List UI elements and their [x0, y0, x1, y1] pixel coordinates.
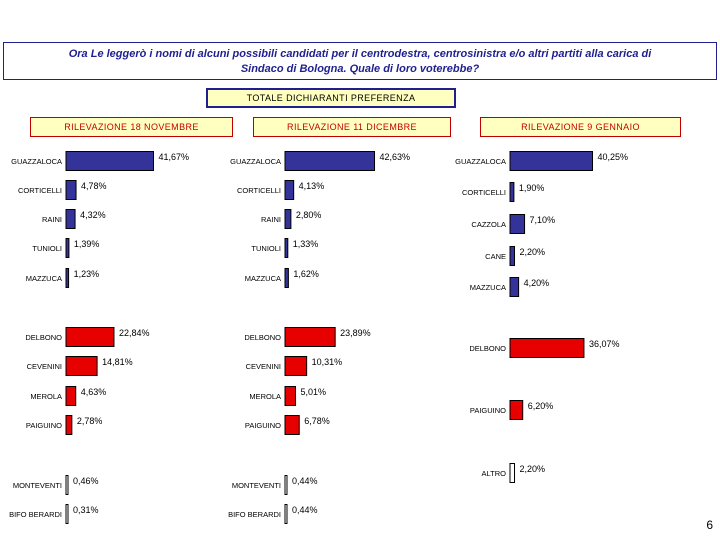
bar: [65, 356, 98, 376]
value-label: 1,62%: [293, 269, 319, 279]
candidate-label: MAZZUCA: [470, 283, 506, 292]
value-label: 0,46%: [73, 476, 99, 486]
value-label: 36,07%: [589, 339, 620, 349]
bar: [284, 209, 292, 229]
value-label: 4,63%: [81, 387, 107, 397]
value-label: 1,23%: [74, 269, 100, 279]
value-label: 7,10%: [530, 215, 556, 225]
bar: [284, 327, 336, 347]
bar: [284, 475, 288, 495]
candidate-label: PAIGUINO: [470, 406, 506, 415]
bar: [65, 327, 115, 347]
candidate-label: PAIGUINO: [26, 421, 62, 430]
candidate-label: GUAZZALOCA: [230, 157, 281, 166]
value-label: 6,20%: [528, 401, 554, 411]
bar: [65, 415, 73, 435]
value-label: 40,25%: [598, 152, 629, 162]
bar: [65, 180, 77, 200]
value-label: 42,63%: [380, 152, 411, 162]
value-label: 0,44%: [292, 505, 318, 515]
bar: [509, 400, 524, 420]
value-label: 1,39%: [74, 239, 100, 249]
bar: [65, 238, 70, 258]
question-box: Ora Le leggerò i nomi di alcuni possibil…: [3, 42, 717, 80]
candidate-label: CEVENINI: [27, 362, 62, 371]
bar: [509, 338, 585, 358]
value-label: 4,78%: [81, 181, 107, 191]
candidate-label: CORTICELLI: [18, 186, 62, 195]
value-label: 2,78%: [77, 416, 103, 426]
candidate-label: TUNIOLI: [251, 244, 281, 253]
value-label: 14,81%: [102, 357, 133, 367]
value-label: 10,31%: [312, 357, 343, 367]
candidate-label: BIFO BERARDI: [9, 510, 62, 519]
candidate-label: DELBONO: [469, 344, 506, 353]
candidate-label: CEVENINI: [246, 362, 281, 371]
bar: [284, 180, 295, 200]
candidate-label: ALTRO: [482, 469, 507, 478]
candidate-label: CORTICELLI: [462, 188, 506, 197]
value-label: 5,01%: [301, 387, 327, 397]
candidate-label: CORTICELLI: [237, 186, 281, 195]
bar: [65, 209, 76, 229]
value-label: 2,20%: [520, 464, 546, 474]
candidate-label: PAIGUINO: [245, 421, 281, 430]
candidate-label: TUNIOLI: [32, 244, 62, 253]
candidate-label: MONTEVENTI: [13, 481, 62, 490]
value-label: 2,80%: [296, 210, 322, 220]
chart-3-title: RILEVAZIONE 9 GENNAIO: [480, 117, 681, 137]
value-label: 1,33%: [293, 239, 319, 249]
candidate-label: CAZZOLA: [471, 220, 506, 229]
bar: [284, 386, 297, 406]
candidate-label: MONTEVENTI: [232, 481, 281, 490]
bar: [509, 277, 520, 297]
candidate-label: CANE: [485, 252, 506, 261]
question-line-2: Sindaco di Bologna. Quale di loro votere…: [240, 63, 480, 75]
value-label: 0,44%: [292, 476, 318, 486]
candidate-label: MAZZUCA: [245, 274, 281, 283]
bar: [284, 268, 289, 288]
value-label: 4,32%: [80, 210, 106, 220]
bar: [509, 214, 526, 234]
bar: [284, 238, 289, 258]
bar: [509, 246, 516, 266]
candidate-label: MEROLA: [30, 392, 62, 401]
bar: [284, 504, 288, 524]
value-label: 6,78%: [304, 416, 330, 426]
summary-label: TOTALE DICHIARANTI PREFERENZA: [206, 88, 456, 108]
bar: [65, 386, 77, 406]
bar: [284, 415, 300, 435]
bar: [284, 356, 308, 376]
candidate-label: DELBONO: [244, 333, 281, 342]
value-label: 2,20%: [520, 247, 546, 257]
candidate-label: GUAZZALOCA: [455, 157, 506, 166]
candidate-label: DELBONO: [25, 333, 62, 342]
bar: [509, 151, 594, 171]
candidate-label: MAZZUCA: [26, 274, 62, 283]
value-label: 4,13%: [299, 181, 325, 191]
candidate-label: RAINI: [42, 215, 62, 224]
bar: [65, 151, 155, 171]
chart-2-title: RILEVAZIONE 11 DICEMBRE: [253, 117, 451, 137]
candidate-label: RAINI: [261, 215, 281, 224]
bar: [284, 151, 376, 171]
bar: [65, 475, 69, 495]
bar: [65, 268, 70, 288]
page-number: 6: [706, 518, 713, 532]
bar: [65, 504, 69, 524]
question-line-1: Ora Le leggerò i nomi di alcuni possibil…: [68, 48, 652, 60]
value-label: 0,31%: [73, 505, 99, 515]
value-label: 1,90%: [519, 183, 545, 193]
value-label: 41,67%: [159, 152, 190, 162]
bar: [509, 463, 516, 483]
value-label: 4,20%: [524, 278, 550, 288]
chart-1-title: RILEVAZIONE 18 NOVEMBRE: [30, 117, 233, 137]
candidate-label: GUAZZALOCA: [11, 157, 62, 166]
value-label: 22,84%: [119, 328, 150, 338]
value-label: 23,89%: [340, 328, 371, 338]
candidate-label: BIFO BERARDI: [228, 510, 281, 519]
candidate-label: MEROLA: [249, 392, 281, 401]
bar: [509, 182, 515, 202]
